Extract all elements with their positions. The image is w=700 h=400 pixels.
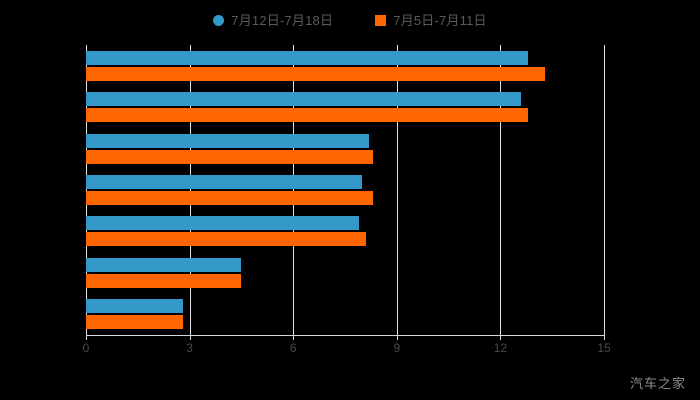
- gridline-x-9: [396, 45, 398, 335]
- x-tick-label: 3: [186, 341, 193, 355]
- x-axis-line: [86, 335, 604, 336]
- legend-label: 7月12日-7月18日: [231, 12, 334, 28]
- bar-series-a[interactable]: [86, 299, 183, 314]
- bar-series-a[interactable]: [86, 92, 522, 107]
- legend-label: 7月5日-7月11日: [393, 12, 487, 28]
- bar-series-a[interactable]: [86, 175, 363, 189]
- x-tick-mark-9: [396, 335, 398, 340]
- x-tick-mark-6: [293, 335, 295, 340]
- chart-legend: 7月12日-7月18日 7月5日-7月11日: [0, 8, 700, 32]
- x-tick-mark-12: [500, 335, 502, 340]
- bar-series-b[interactable]: [86, 66, 546, 81]
- legend-item-0[interactable]: 7月12日-7月18日: [213, 14, 333, 27]
- bar-series-b[interactable]: [86, 191, 373, 205]
- x-tick-mark-15: [604, 335, 605, 340]
- legend-item-1[interactable]: 7月5日-7月11日: [375, 14, 487, 27]
- plot-area: [86, 45, 605, 335]
- gridline-x-3: [189, 45, 191, 335]
- gridline-x-15: [604, 45, 605, 335]
- x-tick-label: 0: [82, 341, 90, 355]
- bar-series-b[interactable]: [86, 273, 242, 288]
- x-tick-label: 6: [289, 341, 297, 355]
- gridline-x-6: [293, 45, 295, 335]
- bar-series-a[interactable]: [86, 257, 242, 272]
- watermark: 汽车之家: [629, 376, 686, 391]
- x-tick-label: 15: [597, 341, 611, 355]
- bar-series-b[interactable]: [86, 232, 366, 247]
- gridline-x-12: [500, 45, 502, 335]
- x-tick-mark-3: [189, 335, 191, 340]
- bar-series-b[interactable]: [86, 149, 373, 164]
- bar-series-a[interactable]: [86, 216, 359, 231]
- x-tick-mark-0: [86, 335, 87, 340]
- circle-marker-icon: [213, 14, 225, 26]
- x-tick-label: 9: [393, 341, 401, 355]
- square-marker-icon: [375, 14, 387, 26]
- bar-series-b[interactable]: [86, 315, 183, 330]
- gridline-x-0: [86, 45, 87, 335]
- bar-series-a[interactable]: [86, 50, 529, 65]
- x-tick-label: 12: [493, 341, 508, 355]
- bar-series-b[interactable]: [86, 108, 529, 123]
- bar-series-a[interactable]: [86, 133, 370, 148]
